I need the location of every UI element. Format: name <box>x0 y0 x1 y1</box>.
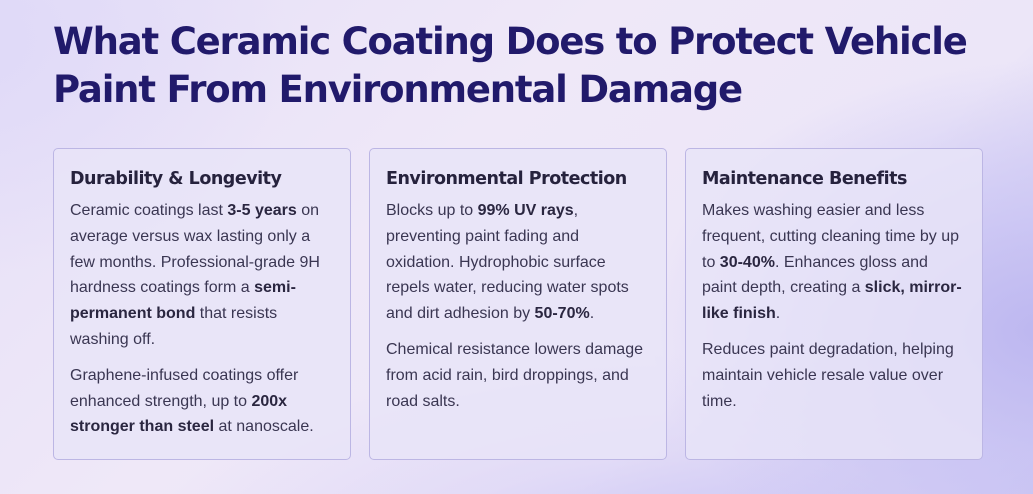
card-environmental-protection: Environmental Protection Blocks up to 99… <box>369 148 667 460</box>
card-paragraph: Blocks up to 99% UV rays, preventing pai… <box>386 202 629 323</box>
card-heading: Durability & Longevity <box>70 169 282 189</box>
card-heading: Environmental Protection <box>386 169 627 189</box>
card-durability: Durability & Longevity Ceramic coatings … <box>53 148 351 460</box>
card-paragraph: Graphene-infused coatings offer enhanced… <box>70 366 314 436</box>
card-maintenance-benefits: Maintenance Benefits Makes washing easie… <box>685 148 983 460</box>
emphasis-text: 99% UV rays <box>477 202 574 219</box>
card-paragraph: Chemical resistance lowers damage from a… <box>386 340 643 410</box>
card-paragraph: Reduces paint degradation, helping maint… <box>702 340 954 410</box>
card-paragraph: Ceramic coatings last 3-5 years on avera… <box>70 202 320 348</box>
emphasis-text: 3-5 years <box>227 202 297 219</box>
emphasis-text: semi-permanent bond <box>70 279 296 323</box>
page-title: What Ceramic Coating Does to Protect Veh… <box>53 20 968 111</box>
card-heading: Maintenance Benefits <box>702 169 907 189</box>
emphasis-text: slick, mirror-like finish <box>702 279 962 323</box>
emphasis-text: 200x stronger than steel <box>70 392 288 436</box>
emphasis-text: 50-70% <box>534 305 590 323</box>
card-paragraph: Makes washing easier and less frequent, … <box>702 202 962 323</box>
emphasis-text: 30-40% <box>719 253 775 271</box>
benefit-cards: Durability & Longevity Ceramic coatings … <box>53 148 983 460</box>
